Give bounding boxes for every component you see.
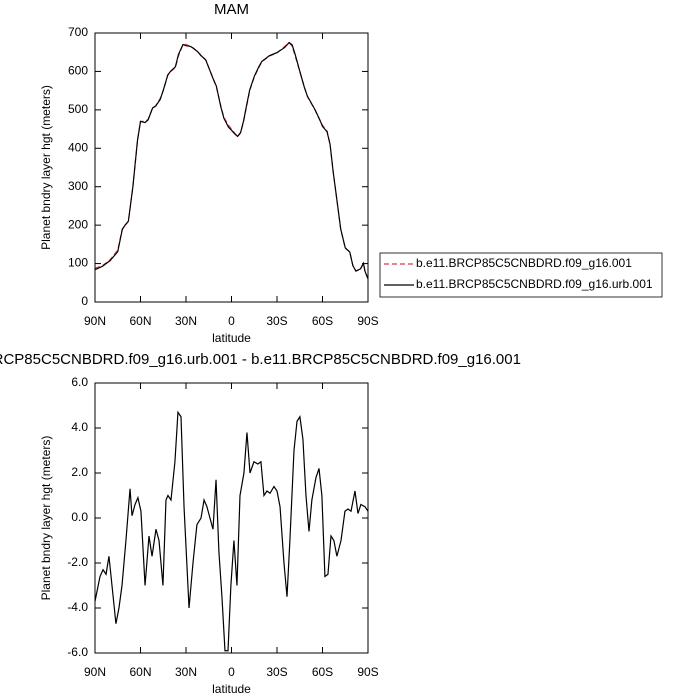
y-tick-label: 100 (68, 256, 88, 270)
plot-frame (94, 32, 369, 303)
chart-title: MAM (214, 1, 249, 18)
x-tick-label: 60S (312, 665, 333, 679)
legend-label: b.e11.BRCP85C5CNBDRD.f09_g16.001 (416, 256, 632, 270)
y-tick-label: 400 (68, 140, 88, 154)
y-tick-label: -2.0 (67, 555, 88, 569)
legend-label: b.e11.BRCP85C5CNBDRD.f09_g16.urb.001 (416, 277, 653, 291)
data-line (94, 410, 369, 652)
x-tick-label: 60N (129, 314, 151, 328)
y-tick-label: 0 (81, 294, 88, 308)
x-tick-label: 90N (84, 314, 106, 328)
y-tick-label: 6.0 (71, 375, 88, 389)
x-tick-label: 30N (175, 665, 197, 679)
x-tick-label: 30N (175, 314, 197, 328)
x-axis-label: latitude (212, 331, 251, 345)
x-tick-label: 30S (266, 314, 287, 328)
x-tick-label: 0 (228, 665, 235, 679)
y-tick-label: 700 (68, 25, 88, 39)
x-tick-label: 60S (312, 314, 333, 328)
y-tick-label: 600 (68, 64, 88, 78)
x-tick-label: 60N (129, 665, 151, 679)
y-tick-label: 4.0 (71, 420, 88, 434)
x-tick-label: 30S (266, 665, 287, 679)
data-line (94, 41, 369, 280)
y-axis-label: Planet bndry layer hgt (meters) (39, 436, 53, 601)
y-tick-label: 2.0 (71, 465, 88, 479)
x-axis-label: latitude (212, 682, 251, 696)
x-tick-label: 90S (357, 665, 378, 679)
y-tick-label: -4.0 (67, 600, 88, 614)
y-tick-label: -6.0 (67, 645, 88, 659)
y-tick-label: 300 (68, 179, 88, 193)
x-tick-label: 90S (357, 314, 378, 328)
y-tick-label: 200 (68, 217, 88, 231)
y-tick-label: 0.0 (71, 510, 88, 524)
legend-box (379, 252, 663, 298)
y-tick-label: 500 (68, 102, 88, 116)
plot-frame (94, 382, 369, 654)
x-tick-label: 90N (84, 665, 106, 679)
chart-title: b.e11.BRCP85C5CNBDRD.f09_g16.urb.001 - b… (0, 351, 521, 368)
x-tick-label: 0 (228, 314, 235, 328)
y-axis-label: Planet bndry layer hgt (meters) (39, 85, 53, 250)
